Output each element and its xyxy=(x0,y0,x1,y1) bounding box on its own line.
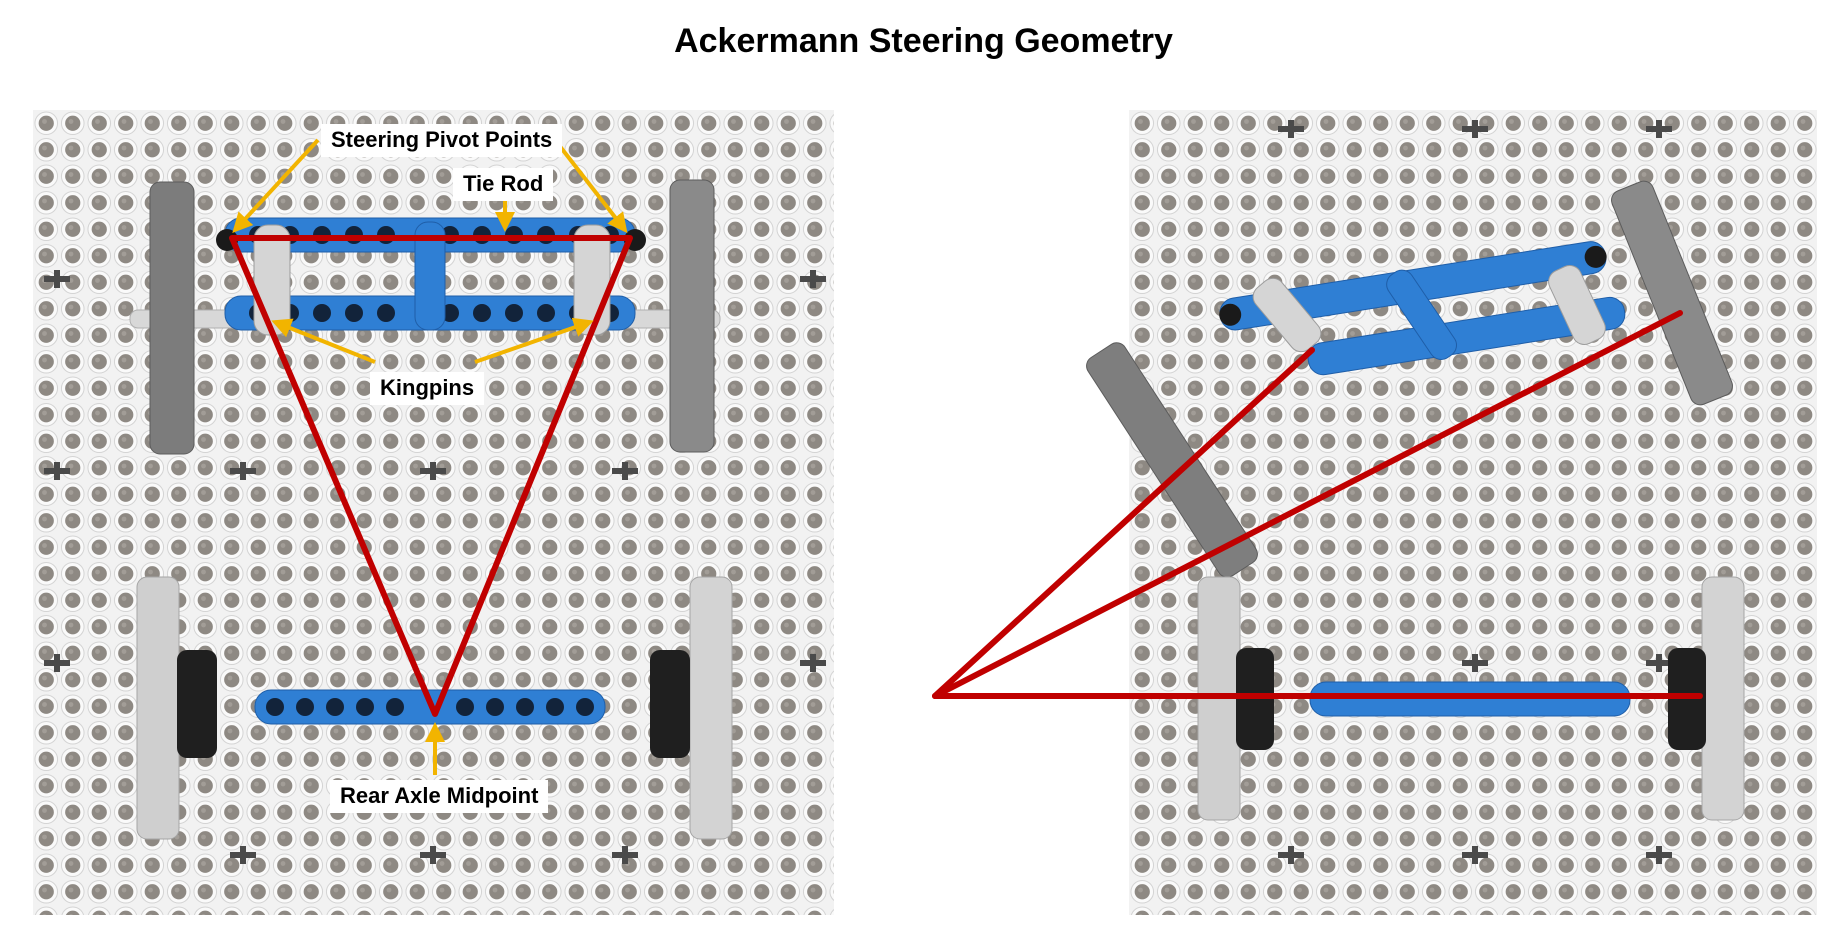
right-rear-wheel-liftarm xyxy=(689,576,733,840)
steered-left-wheel xyxy=(1086,342,1258,578)
label-steering-pivot-points: Steering Pivot Points xyxy=(321,124,563,157)
steered-right-knuckle xyxy=(1548,265,1606,345)
left-front-wheel-liftarm xyxy=(149,181,195,455)
right-board-right-rear-wheel xyxy=(1701,576,1745,821)
steered-left-knuckle xyxy=(1252,277,1322,353)
right-geometry-lines xyxy=(932,310,1703,699)
kingpin-arrow-right xyxy=(474,317,594,364)
right-steering-knuckle xyxy=(573,224,611,336)
ackermann-triangle xyxy=(229,235,633,717)
label-tie-rod: Tie Rod xyxy=(453,168,554,201)
right-cross-holes xyxy=(1278,120,1672,864)
left-rear-wheel-liftarm xyxy=(136,576,180,840)
steered-front-assembly xyxy=(1219,241,1626,376)
steered-axle-beam xyxy=(1307,296,1626,376)
left-steering-knuckle xyxy=(253,224,291,336)
left-cross-holes xyxy=(44,270,826,864)
inner-wheel-line xyxy=(932,347,1315,699)
right-board-photo xyxy=(1086,110,1817,915)
steered-right-pin xyxy=(1584,245,1607,268)
steered-right-wheel xyxy=(1611,180,1733,406)
steered-center-link xyxy=(1386,269,1457,360)
steered-left-pin xyxy=(1219,303,1242,326)
right-front-wheel-liftarm xyxy=(669,179,715,453)
right-rear-hub xyxy=(650,650,690,758)
label-kingpins: Kingpins xyxy=(370,372,485,405)
rear-beam-holes xyxy=(266,698,594,716)
center-link xyxy=(414,221,446,331)
outer-wheel-line xyxy=(932,310,1683,699)
kingpin-arrow-left xyxy=(271,318,376,364)
label-rear-axle-midpoint: Rear Axle Midpoint xyxy=(330,780,549,813)
annotation-arrows xyxy=(232,138,628,775)
pivot-arrow-left xyxy=(232,138,320,233)
pivot-arrow-right xyxy=(553,138,628,234)
page-title: Ackermann Steering Geometry xyxy=(674,22,1173,60)
left-geometry-lines xyxy=(229,235,633,717)
left-rear-hub xyxy=(177,650,217,758)
